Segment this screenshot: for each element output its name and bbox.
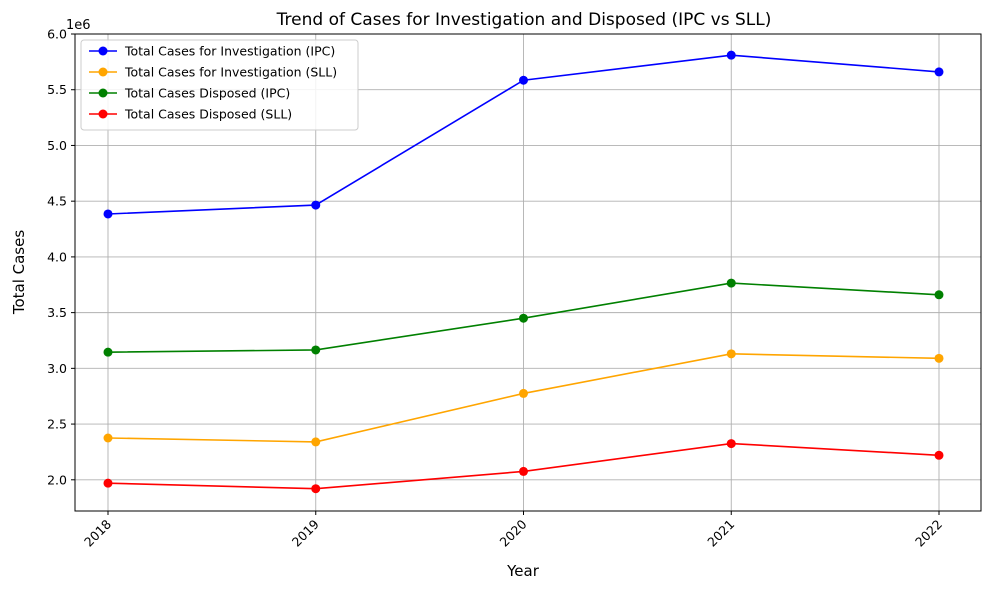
data-point [311, 437, 321, 447]
data-point [726, 439, 736, 449]
data-point [103, 209, 113, 219]
legend-entry-label: Total Cases for Investigation (SLL) [124, 65, 337, 80]
legend-swatch-marker [98, 46, 108, 56]
data-point [311, 200, 321, 210]
y-tick-label: 5.0 [47, 138, 67, 153]
y-tick-label: 6.0 [47, 27, 67, 42]
x-tick-label: 2022 [912, 517, 945, 550]
data-point [103, 433, 113, 443]
x-tick-label: 2018 [81, 516, 114, 549]
y-tick-label: 2.5 [47, 417, 67, 432]
y-tick-label: 5.5 [47, 82, 67, 97]
data-point [103, 347, 113, 357]
y-tick-label: 3.5 [47, 305, 67, 320]
data-point [934, 450, 944, 460]
x-tick-label: 2021 [704, 517, 737, 550]
y-axis-offset-label: 1e6 [66, 18, 91, 33]
data-point [934, 353, 944, 363]
y-axis-label: Total Cases [10, 230, 28, 316]
chart-title: Trend of Cases for Investigation and Dis… [276, 10, 772, 30]
legend-entry-label: Total Cases Disposed (SLL) [124, 107, 292, 122]
legend: Total Cases for Investigation (IPC) Total… [80, 39, 359, 131]
legend-entry-label: Total Cases for Investigation (IPC) [124, 44, 335, 59]
data-point [103, 478, 113, 488]
y-tick-label: 4.5 [47, 194, 67, 209]
x-axis-label: Year [506, 562, 540, 580]
plot-frame [74, 33, 982, 512]
data-point [311, 484, 321, 494]
data-point [934, 290, 944, 300]
legend-swatch-marker [98, 88, 108, 98]
y-tick-label: 4.0 [47, 249, 67, 264]
data-point [726, 278, 736, 288]
data-point [519, 388, 528, 398]
data-point [519, 313, 528, 323]
data-point [726, 349, 736, 359]
data-point [519, 75, 528, 85]
legend-entry-label: Total Cases Disposed (IPC) [124, 86, 290, 101]
legend-swatch-marker [98, 67, 108, 77]
data-point [726, 50, 736, 60]
legend-swatch-marker [98, 109, 108, 119]
data-point [519, 466, 528, 476]
x-tick-label: 2019 [289, 516, 322, 549]
y-tick-label: 3.0 [47, 361, 67, 376]
x-tick-label: 2020 [497, 516, 530, 549]
data-point [311, 345, 321, 355]
y-tick-label: 2.0 [47, 472, 67, 487]
legend-box [80, 39, 359, 131]
data-point [934, 67, 944, 77]
series-lines [103, 50, 944, 494]
